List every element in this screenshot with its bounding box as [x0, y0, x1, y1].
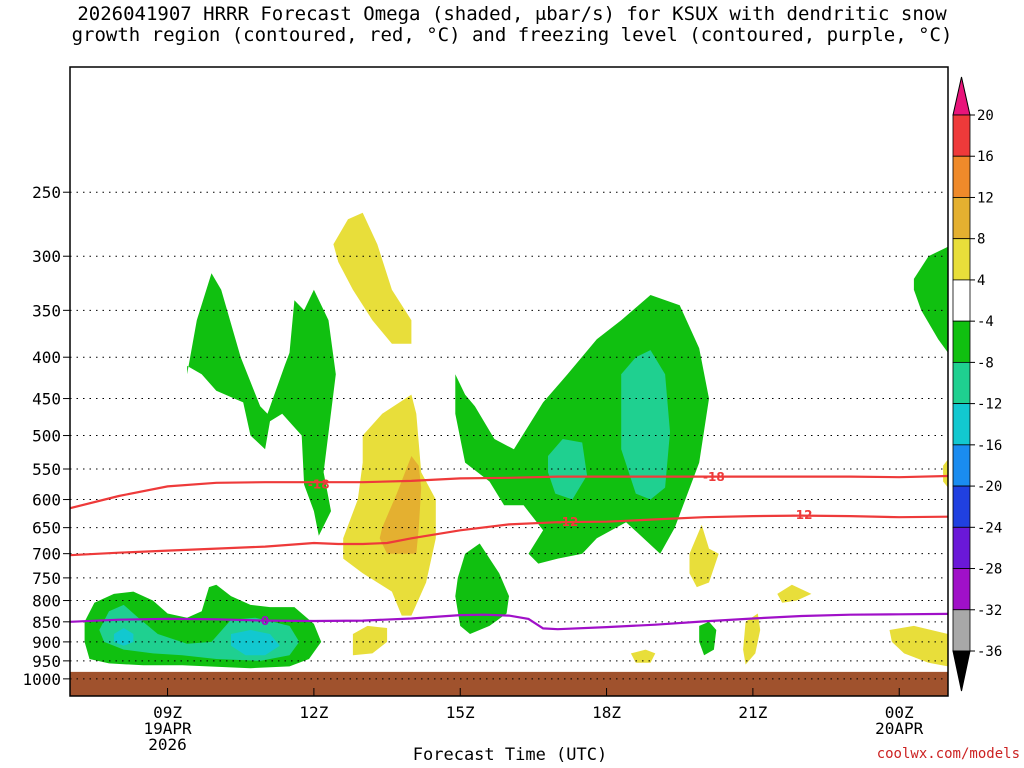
omega-shading-layer [84, 212, 948, 669]
colorbar: 20 16 12 8 4 -4 -8 -12 -16 -20 -24 -28 -32 -36 [952, 76, 1002, 692]
contour-layer: -18 -18 -12 -12 0 [69, 470, 949, 631]
x-tick-date-00Z: 20APR [875, 719, 924, 738]
y-tick-label-350: 350 [32, 301, 61, 320]
omega-region-14 [689, 524, 719, 588]
omega-region-12 [343, 394, 436, 616]
y-tick-label-1000: 1000 [22, 670, 61, 689]
y-tick-label-750: 750 [32, 569, 61, 588]
colorbar-box-9 [952, 485, 971, 528]
contour-line-0 [69, 474, 949, 510]
y-tick-label-850: 850 [32, 613, 61, 632]
colorbar-label-5: -4 [977, 314, 994, 330]
colorbar-label-7: -12 [977, 397, 1002, 413]
omega-region-0 [187, 273, 336, 536]
omega-region-19 [889, 625, 948, 667]
x-tick-date-09Z: 19APR [143, 719, 192, 738]
contour-line-2 [69, 612, 949, 631]
y-tick-label-500: 500 [32, 427, 61, 446]
omega-region-20 [943, 459, 948, 488]
title-line-2: growth region (contoured, red, °C) and f… [71, 24, 953, 46]
title-line-1: 2026041907 HRRR Forecast Omega (shaded, … [77, 3, 947, 25]
colorbar-box-5 [952, 320, 971, 363]
y-tick-label-700: 700 [32, 545, 61, 564]
colorbar-box-0 [952, 114, 971, 157]
chart-title: 2026041907 HRRR Forecast Omega (shaded, … [0, 4, 1024, 46]
ground-layer [70, 671, 948, 696]
contour-label-0-1: -18 [703, 470, 725, 484]
grid-layer [70, 191, 948, 680]
omega-region-17 [352, 625, 388, 656]
y-tick-label-600: 600 [32, 491, 61, 510]
y-tick-label-450: 450 [32, 390, 61, 409]
x-tick-label-00Z: 00Z [885, 703, 914, 722]
y-tick-label-950: 950 [32, 652, 61, 671]
x-tick-label-09Z: 09Z [153, 703, 182, 722]
colorbar-box-1 [952, 155, 971, 198]
colorbar-label-0: 20 [977, 108, 994, 124]
contour-label-1-0: -12 [557, 515, 579, 529]
omega-region-3 [455, 543, 509, 634]
contour-label-2-0: 0 [261, 614, 269, 628]
y-tick-label-650: 650 [32, 519, 61, 538]
y-axis: 2503003504004505005506006507007508008509… [22, 183, 70, 689]
colorbar-label-2: 12 [977, 190, 994, 206]
omega-region-1 [455, 295, 709, 564]
omega-region-8 [231, 630, 280, 656]
omega-region-11 [333, 212, 412, 344]
x-tick-label-18Z: 18Z [592, 703, 621, 722]
y-tick-label-250: 250 [32, 183, 61, 202]
colorbar-label-12: -32 [977, 603, 1002, 619]
x-axis-label: Forecast Time (UTC) [412, 745, 608, 765]
plot-frame [69, 66, 949, 697]
colorbar-label-4: 4 [977, 273, 985, 289]
y-tick-label-400: 400 [32, 348, 61, 367]
omega-region-7 [113, 628, 134, 646]
omega-region-16 [743, 613, 761, 665]
colorbar-box-4 [952, 279, 971, 322]
colorbar-label-6: -8 [977, 355, 994, 371]
colorbar-box-10 [952, 526, 971, 569]
x-tick-label-15Z: 15Z [446, 703, 475, 722]
colorbar-box-3 [952, 238, 971, 281]
colorbar-box-8 [952, 444, 971, 487]
colorbar-label-9: -20 [977, 479, 1002, 495]
credit-link[interactable]: coolwx.com/models [876, 746, 1020, 762]
y-tick-label-300: 300 [32, 247, 61, 266]
omega-region-2 [913, 246, 948, 353]
colorbar-bottom-arrow [952, 650, 971, 692]
colorbar-box-2 [952, 197, 971, 240]
omega-region-10 [548, 439, 587, 500]
colorbar-label-3: 8 [977, 232, 985, 248]
colorbar-label-10: -24 [977, 520, 1002, 536]
colorbar-label-1: 16 [977, 149, 994, 165]
omega-region-4 [699, 621, 717, 656]
colorbar-box-12 [952, 609, 971, 652]
omega-region-15 [777, 584, 812, 603]
x-tick-label-21Z: 21Z [738, 703, 767, 722]
y-tick-label-900: 900 [32, 633, 61, 652]
contour-label-0-0: -18 [308, 478, 330, 492]
ground-surface [70, 671, 948, 696]
colorbar-box-6 [952, 361, 971, 405]
x-tick-year-09Z: 2026 [148, 735, 187, 754]
contour-label-1-1: -12 [791, 508, 813, 522]
colorbar-top-arrow [952, 76, 971, 116]
colorbar-label-8: -16 [977, 438, 1002, 454]
y-tick-label-800: 800 [32, 592, 61, 611]
colorbar-box-11 [952, 568, 971, 611]
x-tick-label-12Z: 12Z [299, 703, 328, 722]
omega-region-18 [630, 649, 656, 663]
colorbar-box-7 [952, 403, 971, 446]
colorbar-label-13: -36 [977, 644, 1002, 660]
colorbar-label-11: -28 [977, 562, 1002, 578]
omega-region-9 [621, 350, 670, 500]
y-tick-label-550: 550 [32, 460, 61, 479]
contour-line-1 [69, 514, 949, 557]
